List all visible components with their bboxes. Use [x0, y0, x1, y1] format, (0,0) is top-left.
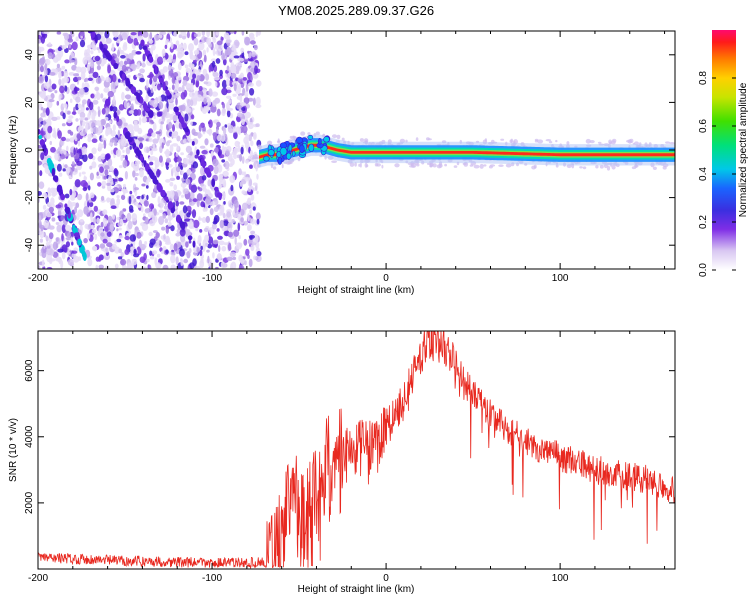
- x-tick-label: -100: [202, 573, 222, 584]
- colorbar-tick-label: 0.0: [698, 263, 709, 277]
- snr-series-line: [38, 331, 675, 569]
- spectrogram-ylabel: Frequency (Hz): [8, 116, 19, 185]
- x-tick-label: 0: [383, 273, 389, 284]
- snr-ylabel: SNR (10 * v/v): [8, 418, 19, 482]
- spectrogram-image: [38, 31, 675, 269]
- x-tick-label: -200: [28, 573, 48, 584]
- y-tick-label: 4000: [24, 425, 35, 448]
- colorbar-gradient: [712, 30, 736, 270]
- x-tick-label: 100: [552, 273, 569, 284]
- colorbar-label: Normalized spectral amplitude: [738, 82, 749, 217]
- y-tick-label: 6000: [24, 359, 35, 382]
- snr-panel: -200 -100 0 100 2000 4000 6000 Height of strai…: [8, 330, 676, 595]
- snr-frame: [37, 330, 676, 570]
- snr-ticks: -200 -100 0 100 2000 4000 6000: [24, 331, 675, 584]
- x-tick-label: -100: [202, 273, 222, 284]
- y-tick-label: 0: [24, 147, 35, 153]
- colorbar-tick-label: 0.2: [698, 215, 709, 229]
- x-tick-label: 0: [383, 573, 389, 584]
- spectrogram-xlabel: Height of straight line (km): [298, 285, 415, 296]
- colorbar-tick-label: 0.6: [698, 119, 709, 133]
- colorbar-tick-label: 0.8: [698, 71, 709, 85]
- y-tick-label: -40: [24, 238, 35, 253]
- y-tick-label: 2000: [24, 491, 35, 514]
- y-tick-label: -20: [24, 190, 35, 205]
- y-tick-label: 20: [24, 96, 35, 108]
- colorbar-tick-label: 0.4: [698, 167, 709, 181]
- chart-title: YM08.2025.289.09.37.G26: [278, 3, 434, 18]
- x-tick-label: -200: [28, 273, 48, 284]
- colorbar: 0.0 0.2 0.4 0.6 0.8 Normalized spectral ampl…: [698, 30, 749, 277]
- signal-band: [259, 143, 675, 159]
- x-tick-label: 100: [552, 573, 569, 584]
- snr-xlabel: Height of straight line (km): [298, 584, 415, 595]
- colorbar-ticks: 0.0 0.2 0.4 0.6 0.8: [698, 71, 736, 277]
- y-tick-label: 40: [24, 49, 35, 61]
